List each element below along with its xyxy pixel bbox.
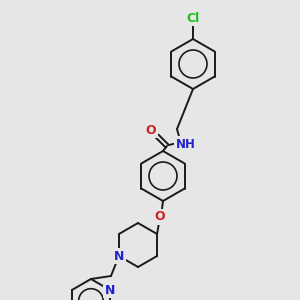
Text: NH: NH: [176, 137, 196, 151]
Text: O: O: [155, 211, 165, 224]
Text: Cl: Cl: [186, 11, 200, 25]
Text: N: N: [114, 250, 124, 262]
Text: N: N: [105, 284, 115, 296]
Text: O: O: [146, 124, 156, 136]
